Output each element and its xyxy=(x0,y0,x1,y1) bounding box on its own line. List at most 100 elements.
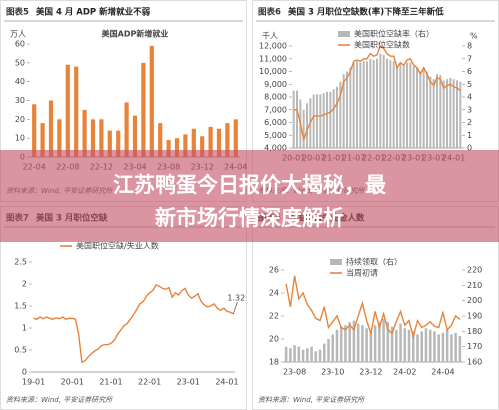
bar xyxy=(297,346,301,362)
bar xyxy=(382,319,385,362)
y-tick-label: 20 xyxy=(15,115,25,124)
y-tick-label: 1.5 xyxy=(14,302,27,311)
bar xyxy=(48,100,54,157)
bar xyxy=(32,104,37,157)
bar xyxy=(445,329,449,362)
y-tick-label: 2 xyxy=(22,280,27,289)
y-tick-label: 4,000 xyxy=(264,144,287,153)
bar xyxy=(456,80,458,148)
bar xyxy=(332,89,335,148)
bar xyxy=(365,328,368,362)
x-tick-label: 23-01 xyxy=(177,378,200,387)
y-tick-label: 9,000 xyxy=(264,80,287,89)
bar xyxy=(124,102,129,157)
bar xyxy=(40,123,45,157)
y-tick-label: 26 xyxy=(269,266,279,275)
y-tick-label: 12,000 xyxy=(259,42,287,51)
y-tick-label: 7,000 xyxy=(264,105,287,114)
bar xyxy=(386,322,390,362)
bar xyxy=(426,71,428,148)
bar xyxy=(82,109,87,157)
figure-title: 美国 3 月职位空缺数(率)下降至三年新低 xyxy=(288,7,444,18)
bar xyxy=(399,323,402,362)
y2-tick-label: 200 xyxy=(467,296,482,305)
bar xyxy=(342,74,345,148)
bar xyxy=(352,320,356,362)
bar xyxy=(411,331,415,362)
y-tick-label: 30 xyxy=(15,96,25,105)
banner-background xyxy=(0,150,499,242)
bar xyxy=(356,323,360,362)
x-tick-label: 23-12 xyxy=(359,368,382,377)
bar xyxy=(432,79,435,148)
y2-tick-label: 2 xyxy=(467,118,472,127)
y-tick-label: 24 xyxy=(269,289,279,298)
y-tick-label: 2.5 xyxy=(14,258,27,267)
bar xyxy=(306,348,309,362)
y-tick-label: 0.5 xyxy=(14,346,27,355)
y-unit: 万人 xyxy=(10,30,26,39)
bar xyxy=(74,66,79,157)
y-tick-label: 22 xyxy=(269,312,279,321)
bar xyxy=(329,91,332,148)
y-tick-label: 6,000 xyxy=(264,118,287,127)
bar xyxy=(90,119,96,157)
bar xyxy=(402,65,405,148)
y2-tick-label: 6 xyxy=(467,67,472,76)
legend-swatch xyxy=(338,31,350,37)
x-tick-label: 22-01 xyxy=(138,378,161,387)
bar xyxy=(446,79,448,148)
bar xyxy=(225,123,230,157)
x-tick-label: 19-01 xyxy=(22,378,45,387)
bar xyxy=(458,335,462,362)
bar xyxy=(396,66,398,148)
bar xyxy=(373,325,377,362)
bar xyxy=(348,322,351,362)
bar xyxy=(382,54,385,148)
bar xyxy=(292,90,295,148)
bar xyxy=(183,134,188,157)
figure-number: 图表6 xyxy=(258,7,281,18)
bar xyxy=(314,351,318,362)
bar xyxy=(366,61,368,148)
bar xyxy=(452,79,455,148)
bar xyxy=(166,140,171,157)
y2-unit: % xyxy=(470,32,478,41)
bar xyxy=(403,328,407,362)
y2-tick-label: 160 xyxy=(467,358,482,367)
bar xyxy=(349,67,352,148)
bar xyxy=(310,346,313,362)
y2-tick-label: 1 xyxy=(467,131,472,140)
source: 资料来源：Wind, 平安证券研究所 xyxy=(258,396,365,404)
bar xyxy=(352,62,355,149)
source: 资料来源：Wind, 平安证券研究所 xyxy=(6,396,113,404)
bar xyxy=(158,123,163,157)
bar xyxy=(233,119,238,157)
x-tick-label: 20-01 xyxy=(61,378,84,387)
x-tick-label: 23-10 xyxy=(321,368,344,377)
bar xyxy=(406,62,408,149)
bar xyxy=(208,126,213,157)
bar xyxy=(416,67,418,148)
bar xyxy=(191,128,196,157)
bar xyxy=(306,103,308,148)
bar xyxy=(335,329,339,362)
y2-tick-label: 190 xyxy=(467,312,482,321)
bar xyxy=(346,71,348,148)
bar xyxy=(420,331,424,362)
figure-title: 美国 4 月 ADP 新增就业不弱 xyxy=(36,7,151,18)
bar xyxy=(441,332,445,362)
line xyxy=(33,284,234,364)
bar xyxy=(65,64,70,157)
y-tick-label: 8,000 xyxy=(264,93,287,102)
bar xyxy=(424,328,428,362)
bar xyxy=(339,326,343,362)
bar xyxy=(392,61,395,148)
y2-tick-label: 7 xyxy=(467,54,472,63)
bar xyxy=(361,325,364,362)
y-tick-label: 18 xyxy=(269,358,279,367)
bar xyxy=(379,53,382,148)
bar xyxy=(174,138,180,157)
bar xyxy=(439,75,442,148)
